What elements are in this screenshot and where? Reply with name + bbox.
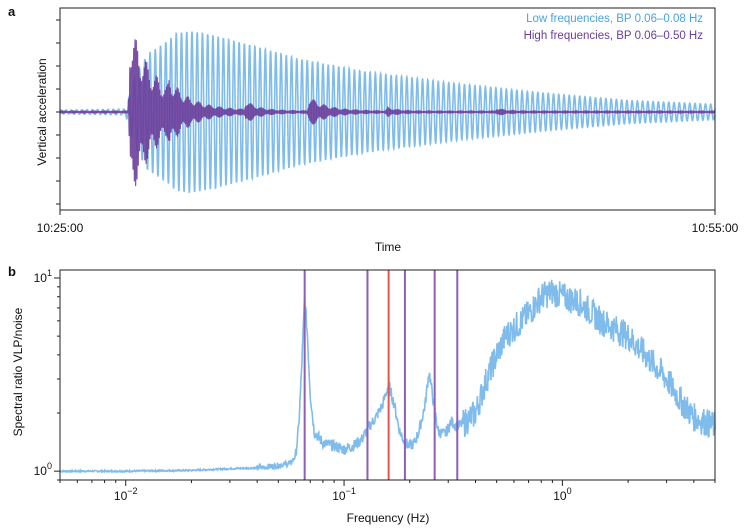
panel-a-plot-frame [59, 7, 716, 211]
panel-b-x-tick-label: 10−1 [332, 486, 356, 503]
panel-b-y-tick-label: 100 [34, 461, 52, 478]
panel-b: b Spectral ratio VLP/noise 10−2 10−1 10010… [8, 264, 716, 525]
panel-a-series [59, 31, 716, 194]
panel-a-y-ticks [56, 19, 60, 205]
panel-b-y-tick-label: 101 [34, 268, 52, 285]
panel-b-series [59, 279, 716, 474]
panel-b-vertical-lines [303, 270, 459, 480]
panel-b-plot-frame [59, 269, 716, 481]
panel-a-x-ticks [59, 210, 716, 215]
panel-a-x-tick-label-end: 10:55:00 [692, 221, 739, 235]
panel-b-x-axis-label: Frequency (Hz) [347, 511, 430, 525]
panel-b-tick-labels: 10−2 10−1 100 100 101 [34, 268, 572, 503]
panel-a-y-axis-label: Vertical acceleration [35, 58, 49, 165]
series-low-frequencies-line [59, 31, 716, 194]
legend-high-frequencies: High frequencies, BP 0.06–0.50 Hz [524, 30, 704, 42]
panel-a-x-tick-label-start: 10:25:00 [37, 221, 84, 235]
panel-b-y-axis-label: Spectral ratio VLP/noise [11, 307, 25, 436]
series-spectral-ratio-line [59, 279, 716, 474]
panel-b-label: b [8, 264, 16, 279]
panel-a-x-axis-label: Time [375, 240, 402, 254]
panel-a: a Vertical acceleration 10:25:00 10:55:0… [8, 4, 739, 254]
series-high-frequencies-line [59, 39, 716, 187]
panel-b-x-tick-label: 100 [553, 486, 571, 503]
panel-a-label: a [8, 4, 16, 19]
legend-low-frequencies: Low frequencies, BP 0.06–0.08 Hz [526, 13, 703, 25]
panel-b-x-tick-label: 10−2 [114, 486, 138, 503]
panel-b-ticks [54, 277, 716, 486]
